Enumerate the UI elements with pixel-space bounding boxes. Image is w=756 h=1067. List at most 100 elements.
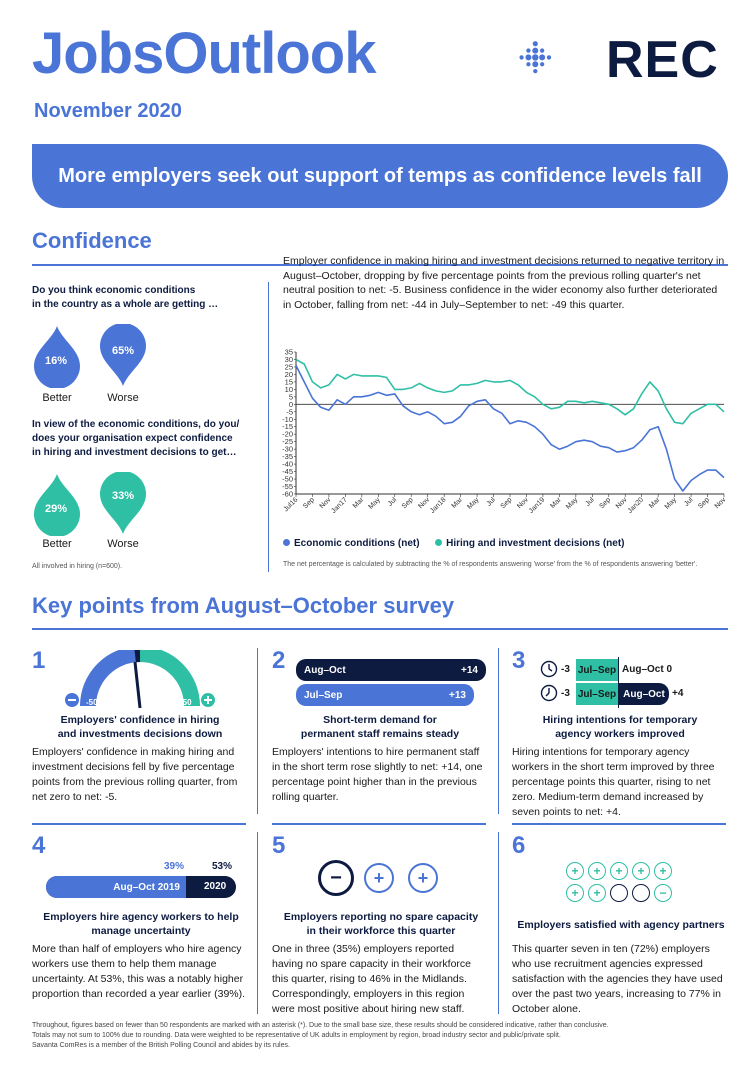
key-point-body: One in three (35%) employers reported ha…: [272, 943, 472, 1015]
column-divider: [257, 832, 258, 1014]
gauge-max-label: +50: [178, 698, 192, 707]
key-point-caption: Hiring intentions for temporary agency w…: [520, 713, 720, 741]
column-divider: [268, 282, 269, 572]
x-tick-label: Nov: [516, 496, 530, 510]
y-tick-label: -50: [282, 475, 293, 484]
chart-legend: Economic conditions (net) Hiring and inv…: [283, 538, 624, 549]
x-tick-label: Sep: [598, 496, 612, 510]
better-label: Better: [42, 392, 72, 404]
caption-line: in their workforce this quarter: [306, 925, 456, 937]
footer-line: Totals may not sum to 100% due to roundi…: [32, 1032, 561, 1039]
x-tick-label: May: [466, 496, 481, 511]
question-line: Do you think economic conditions: [32, 285, 196, 296]
bar-2020-label: 2020: [204, 881, 227, 892]
better-drop-icon: [34, 474, 80, 536]
better-drop-icon: [34, 326, 80, 388]
plus-circle-icon: +: [566, 884, 584, 902]
key-point-caption: Short-term demand for permanent staff re…: [280, 713, 480, 741]
x-tick-label: Mar: [648, 496, 662, 510]
key-point-number: 4: [32, 832, 46, 859]
chart-note: The net percentage is calculated by subt…: [283, 561, 698, 568]
key-point-body: Employers' confidence in making hiring a…: [32, 746, 238, 803]
short-term-prev-value: -3: [561, 664, 570, 675]
plus-circle-icon: +: [588, 884, 606, 902]
confidence-section-title: Confidence: [32, 228, 152, 253]
plus-circle-icon: +: [566, 862, 584, 880]
better-label: Better: [42, 538, 72, 550]
y-tick-label: -60: [282, 490, 293, 499]
gauge-needle: [133, 661, 142, 709]
x-tick-label: Nov: [319, 496, 333, 510]
aug-oct-bar: Aug–Oct +14: [296, 659, 486, 681]
bar-label: Jul–Sep: [304, 689, 343, 701]
caption-line: Short-term demand for: [323, 714, 437, 726]
question-line: in hiring and investment decisions to ge…: [32, 447, 237, 458]
footer-line: Savanta ComRes is a member of the Britis…: [32, 1042, 290, 1049]
empty-circle-icon: [632, 884, 650, 902]
x-tick-label: Sep: [302, 496, 316, 510]
pct-2020: 53%: [212, 861, 233, 872]
y-tick-label: 5: [289, 392, 293, 401]
footer-notes: Throughout, figures based on fewer than …: [32, 1021, 732, 1051]
minus-circle-icon: −: [318, 860, 354, 896]
key-point-number: 2: [272, 647, 286, 674]
worse-label: Worse: [107, 538, 139, 550]
bar-label: Aug–Oct: [304, 664, 346, 676]
x-tick-label: Nov: [417, 496, 431, 510]
question-line: does your organisation expect confidence: [32, 433, 233, 444]
plus-circle-icon: +: [588, 862, 606, 880]
jul-sep-block: Jul–Sep: [576, 683, 618, 705]
confidence-line-chart: 35302520151050-5-10-15-20-25-30-35-40-45…: [282, 348, 728, 515]
footer-line: Throughout, figures based on fewer than …: [32, 1022, 609, 1029]
x-tick-label: Mar: [451, 496, 465, 510]
x-tick-label: Jul: [486, 496, 498, 508]
aug-oct-block: Aug–Oct: [619, 683, 669, 705]
key-point-number: 3: [512, 647, 526, 674]
better-percentage: 16%: [45, 355, 68, 367]
plus-circle-icon: +: [364, 863, 394, 893]
caption-line: manage uncertainty: [91, 925, 191, 937]
section-divider: [32, 264, 728, 266]
issue-date: November 2020: [34, 100, 182, 122]
jul-sep-bar: Jul–Sep +13: [296, 684, 474, 706]
x-tick-label: Jan17: [330, 496, 349, 515]
key-point-caption: Employers satisfied with agency partners: [517, 919, 725, 931]
y-tick-label: -25: [282, 437, 293, 446]
key-point-caption: Employers' confidence in hiring and inve…: [40, 713, 240, 741]
y-tick-label: -40: [282, 460, 293, 469]
legend-economic-swatch: [283, 539, 290, 546]
column-divider: [498, 832, 499, 1014]
x-tick-label: Jan20: [627, 496, 646, 515]
short-term-current-value: Aug–Oct 0: [622, 664, 673, 675]
caption-line: Employers' confidence in hiring: [60, 714, 220, 726]
jul-sep-block: Jul–Sep: [576, 659, 618, 681]
key-point-number: 6: [512, 832, 526, 859]
x-tick-label: Jul: [387, 496, 399, 508]
x-tick-label: May: [664, 496, 679, 511]
y-tick-label: -35: [282, 452, 293, 461]
key-point-caption: Employers reporting no spare capacity in…: [276, 910, 486, 938]
bar-2019: Aug–Oct 2019: [46, 876, 186, 898]
key-points-section-title: Key points from August–October survey: [32, 593, 455, 618]
plus-circle-icon: +: [610, 862, 628, 880]
question-line: in the country as a whole are getting …: [32, 299, 219, 310]
satisfaction-icon-grid: + + + + + + + −: [566, 862, 686, 906]
key-point-body: Hiring intentions for temporary agency w…: [512, 746, 715, 818]
y-tick-label: -30: [282, 445, 293, 454]
key-point-body: This quarter seven in ten (72%) employer…: [512, 943, 723, 1015]
y-tick-label: -15: [282, 422, 293, 431]
worse-percentage: 65%: [112, 345, 135, 357]
y-tick-label: 15: [285, 377, 293, 386]
caption-line: Hiring intentions for temporary: [542, 714, 698, 726]
y-tick-label: -5: [286, 407, 293, 416]
caption-line: agency workers improved: [555, 728, 685, 740]
x-tick-label: Mar: [549, 496, 563, 510]
caption-line: Employers hire agency workers to help: [43, 911, 239, 923]
plus-circle-icon: +: [632, 862, 650, 880]
row-divider: [32, 823, 246, 825]
question-hiring-confidence: In view of the economic conditions, do y…: [32, 418, 262, 460]
x-tick-label: May: [367, 496, 382, 511]
clock-icon: [540, 684, 558, 702]
y-tick-label: 10: [285, 385, 293, 394]
question-economic-conditions: Do you think economic conditions in the …: [32, 284, 252, 312]
